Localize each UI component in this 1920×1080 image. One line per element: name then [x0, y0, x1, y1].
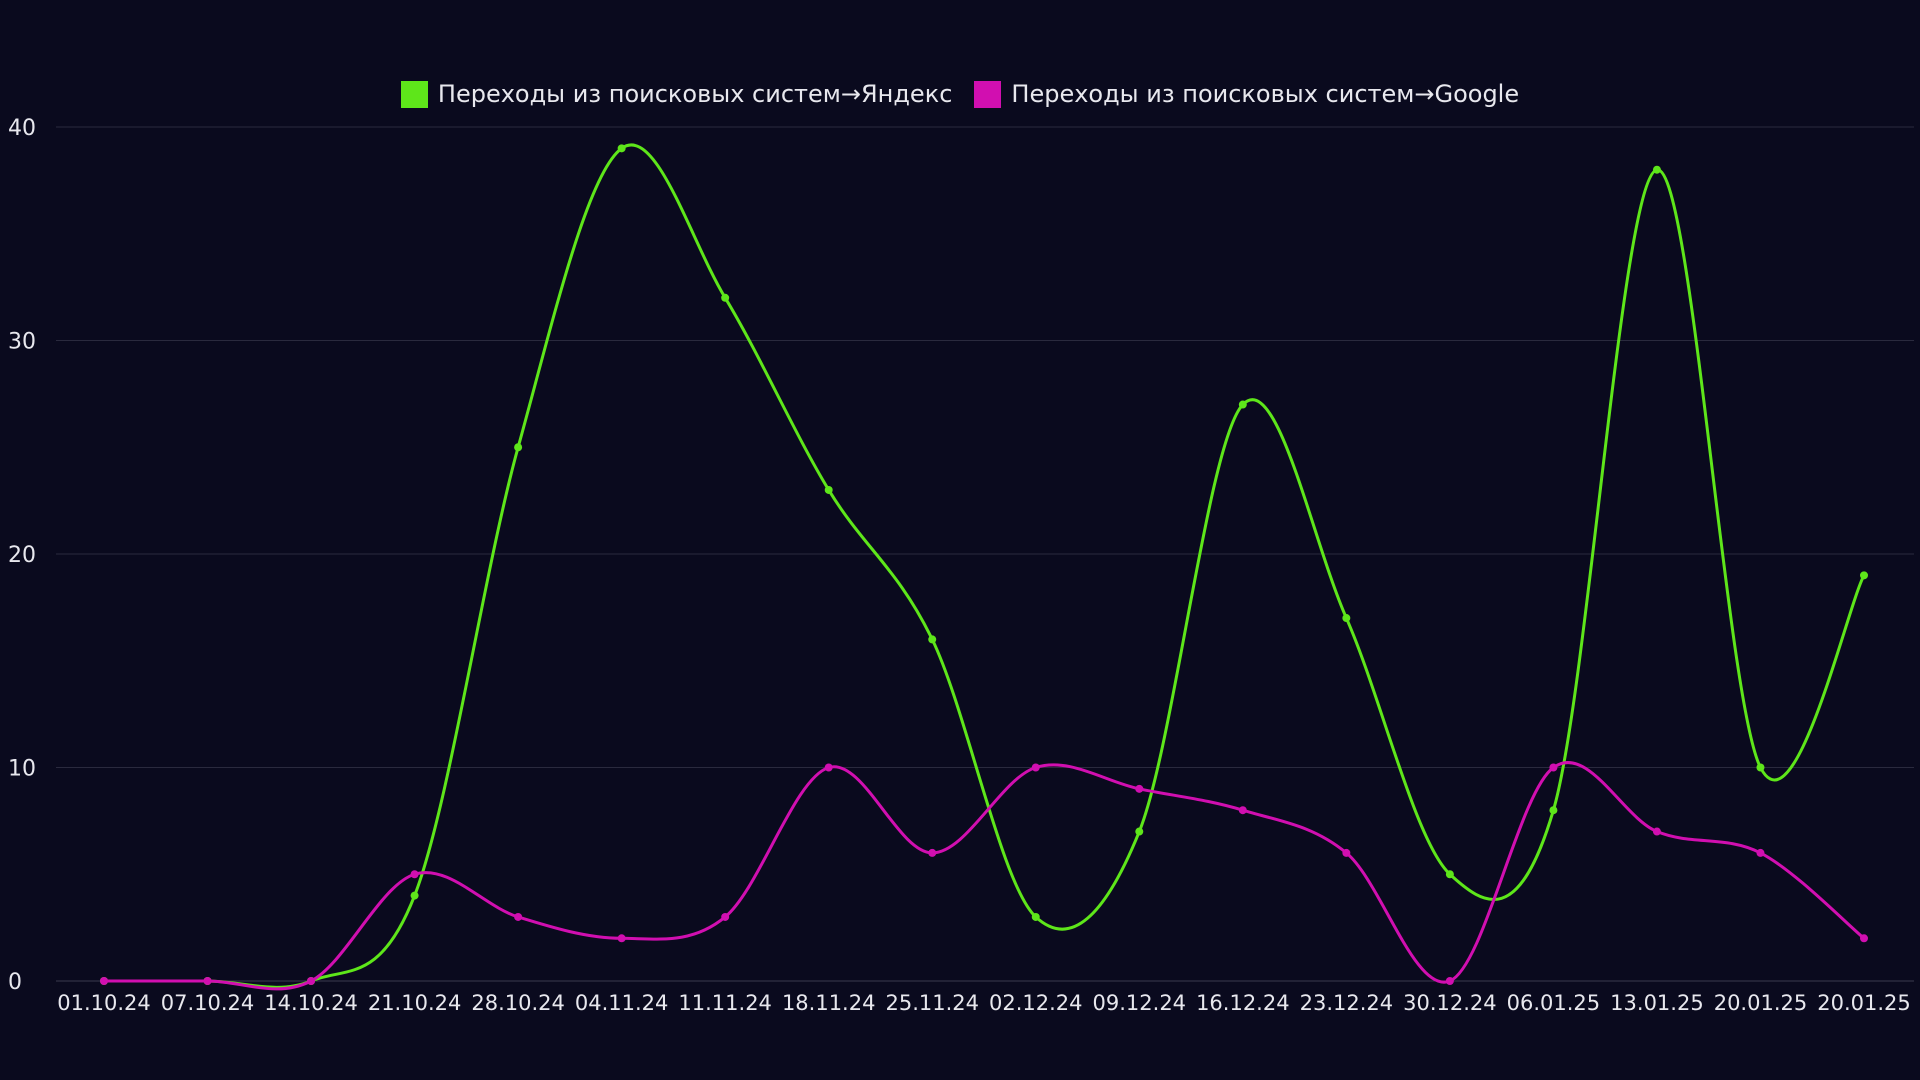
y-tick-label: 10 — [8, 757, 36, 782]
x-tick-label: 25.11.24 — [885, 991, 979, 1015]
data-point — [617, 144, 626, 153]
y-tick-label: 20 — [8, 543, 36, 568]
data-point — [928, 635, 937, 644]
data-point — [1342, 848, 1351, 857]
y-axis-ticks: 0 10 20 30 40 — [8, 116, 36, 995]
x-tick-label: 21.10.24 — [368, 991, 462, 1015]
data-point — [100, 977, 108, 985]
y-tick-label: 0 — [8, 970, 22, 995]
data-point — [928, 848, 937, 857]
legend-swatch-yandex — [400, 80, 428, 108]
data-point — [721, 912, 730, 921]
series-0 — [100, 143, 1868, 989]
x-tick-label: 14.10.24 — [264, 991, 358, 1015]
x-tick-label: 20.01.25 — [1817, 991, 1911, 1015]
data-point — [1860, 571, 1868, 580]
data-point — [1031, 912, 1040, 921]
x-tick-label: 11.11.24 — [678, 991, 772, 1015]
data-point — [410, 891, 419, 900]
x-tick-label: 09.12.24 — [1093, 991, 1187, 1015]
data-point — [1238, 400, 1247, 409]
y-tick-label: 30 — [8, 330, 36, 355]
data-point — [824, 485, 833, 494]
data-point — [1445, 870, 1454, 879]
data-point — [1549, 806, 1558, 815]
x-tick-label: 04.11.24 — [575, 991, 669, 1015]
data-point — [307, 977, 316, 985]
x-tick-label: 16.12.24 — [1196, 991, 1290, 1015]
data-point — [1652, 827, 1661, 836]
x-tick-label: 30.12.24 — [1403, 991, 1497, 1015]
series-line-0 — [104, 143, 1866, 989]
data-point — [1031, 763, 1040, 772]
data-point — [1756, 848, 1765, 857]
data-point — [1135, 784, 1144, 793]
data-point — [514, 443, 523, 452]
x-tick-label: 02.12.24 — [989, 991, 1083, 1015]
series-layer — [100, 143, 1868, 991]
data-point — [721, 293, 730, 302]
x-tick-label: 18.11.24 — [782, 991, 876, 1015]
legend-swatch-google — [974, 80, 1002, 108]
data-point — [617, 934, 626, 943]
x-tick-label: 06.01.25 — [1507, 991, 1601, 1015]
data-point — [1652, 165, 1661, 174]
data-point — [1135, 827, 1144, 836]
data-point — [1342, 614, 1351, 623]
grid-layer — [56, 126, 1914, 982]
y-tick-label: 40 — [8, 116, 36, 141]
legend-item-google[interactable]: Переходы из поисковых систем→Google — [974, 80, 1519, 108]
x-tick-label: 28.10.24 — [471, 991, 565, 1015]
data-point — [1860, 934, 1868, 943]
data-point — [1445, 977, 1454, 985]
data-point — [1238, 806, 1247, 815]
legend-item-yandex[interactable]: Переходы из поисковых систем→Яндекс — [400, 80, 953, 108]
data-point — [203, 977, 212, 985]
x-tick-label: 20.01.25 — [1714, 991, 1808, 1015]
series-1 — [100, 761, 1868, 991]
data-point — [1756, 763, 1765, 772]
data-point — [410, 870, 419, 879]
data-point — [1549, 763, 1558, 772]
x-tick-label: 13.01.25 — [1610, 991, 1704, 1015]
legend-label-yandex: Переходы из поисковых систем→Яндекс — [437, 80, 953, 108]
chart-legend: Переходы из поисковых систем→Яндекс Пере… — [0, 80, 1920, 108]
x-tick-label: 07.10.24 — [161, 991, 255, 1015]
data-point — [824, 763, 833, 772]
data-point — [514, 912, 523, 921]
x-tick-label: 23.12.24 — [1300, 991, 1394, 1015]
x-tick-label: 01.10.24 — [57, 991, 151, 1015]
x-axis-ticks: 01.10.24 07.10.24 14.10.24 21.10.24 28.10.24… — [57, 991, 1911, 1015]
legend-label-google: Переходы из поисковых систем→Google — [1011, 80, 1520, 108]
